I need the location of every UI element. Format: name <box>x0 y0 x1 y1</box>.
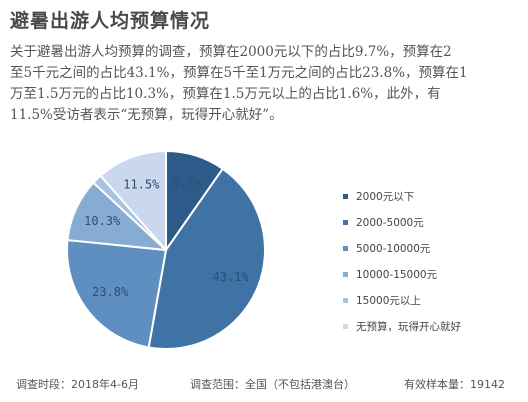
pie-slice <box>99 150 167 251</box>
pie-value-label: 9.7% <box>173 176 203 190</box>
legend-swatch <box>343 193 348 199</box>
legend-item: 15000元以上 <box>343 287 461 313</box>
pie-value-label: 43.1% <box>213 270 250 284</box>
legend-label: 5000-10000元 <box>356 242 431 255</box>
legend-swatch <box>343 245 348 251</box>
legend-item: 10000-15000元 <box>343 261 461 287</box>
legend-swatch <box>343 271 348 277</box>
pie-value-label: 11.5% <box>123 178 160 192</box>
intro-line: 11.5%受访者表示“无预算，玩得开心就好”。 <box>10 107 283 123</box>
intro-line: 至5千元之间的占比43.1%，预算在5千至1万元之间的占比23.8%，预算在1 <box>10 65 468 81</box>
legend-item: 无预算，玩得开心就好 <box>343 313 461 339</box>
legend-item: 2000-5000元 <box>343 209 461 235</box>
survey-scope: 调查范围：全国（不包括港澳台） <box>190 378 355 391</box>
legend-label: 无预算，玩得开心就好 <box>356 320 461 333</box>
pie-slice <box>147 167 266 350</box>
sample-size: 有效样本量：19142 <box>404 378 505 391</box>
legend-label: 2000元以下 <box>356 190 415 203</box>
legend-item: 5000-10000元 <box>343 235 461 261</box>
legend-label: 10000-15000元 <box>356 268 438 281</box>
intro-paragraph: 关于避暑出游人均预算的调查，预算在2000元以下的占比9.7%，预算在2 至5千… <box>10 42 528 126</box>
chart-legend: 2000元以下 2000-5000元 5000-10000元 10000-150… <box>343 183 461 339</box>
legend-item: 2000元以下 <box>343 183 461 209</box>
page-title: 避暑出游人均预算情况 <box>10 10 211 32</box>
legend-swatch <box>343 297 348 303</box>
pie-slice <box>66 239 167 349</box>
intro-line: 关于避暑出游人均预算的调查，预算在2000元以下的占比9.7%，预算在2 <box>10 44 452 60</box>
legend-swatch <box>343 219 348 225</box>
legend-label: 2000-5000元 <box>356 216 424 229</box>
pie-value-label: 23.8% <box>92 285 129 299</box>
intro-line: 万至1.5万元的占比10.3%，预算在1.5万元以上的占比1.6%，此外，有 <box>10 86 441 102</box>
legend-swatch <box>343 323 348 329</box>
pie-value-label: 10.3% <box>84 214 121 228</box>
legend-label: 15000元以上 <box>356 294 421 307</box>
survey-period: 调查时段：2018年4-6月 <box>16 378 139 391</box>
